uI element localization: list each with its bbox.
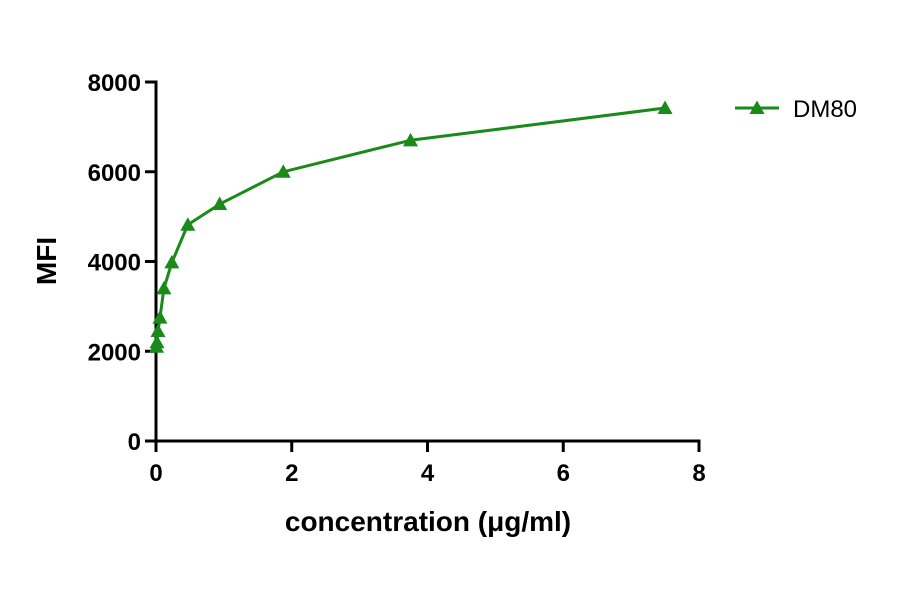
legend-marker: [749, 100, 765, 114]
data-point-marker: [657, 100, 673, 115]
axes: [154, 80, 701, 443]
x-tick-label: 6: [557, 460, 570, 487]
data-point-marker: [156, 280, 172, 295]
y-tick-label: 4000: [88, 250, 141, 277]
data-point-marker: [180, 217, 196, 231]
x-tick-label: 8: [692, 460, 705, 487]
data-point-marker: [152, 310, 168, 324]
ticks: 0 2000 4000 6000 8000 0 2 4 6 8: [88, 70, 706, 487]
y-tick-label: 6000: [88, 160, 141, 187]
y-tick-label: 0: [128, 429, 141, 456]
plot-area: [148, 100, 673, 353]
data-point-marker: [212, 196, 228, 211]
data-point-marker: [164, 254, 180, 269]
data-point-marker: [149, 334, 165, 349]
x-tick-label: 2: [285, 460, 298, 487]
y-tick-label: 8000: [88, 70, 141, 97]
x-tick-label: 0: [149, 460, 162, 487]
x-tick-label: 4: [421, 460, 435, 487]
data-point-marker: [150, 323, 166, 338]
data-point-marker: [403, 132, 419, 147]
x-axis-title: concentration (μg/ml): [285, 506, 571, 537]
legend: DM80: [735, 96, 857, 123]
y-tick-label: 2000: [88, 339, 141, 366]
data-point-marker: [275, 164, 291, 178]
legend-label: DM80: [793, 96, 857, 123]
y-axis-title: MFI: [31, 237, 62, 285]
